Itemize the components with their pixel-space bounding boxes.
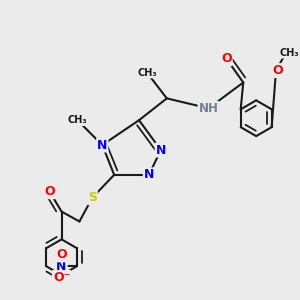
Text: S: S: [88, 191, 97, 204]
Text: N: N: [97, 139, 107, 152]
Text: O⁻: O⁻: [53, 271, 70, 284]
Text: N: N: [56, 260, 67, 273]
Text: CH₃: CH₃: [279, 48, 299, 58]
Text: O: O: [44, 185, 55, 198]
Text: CH₃: CH₃: [68, 115, 87, 125]
Text: N: N: [156, 143, 166, 157]
Text: O: O: [56, 248, 67, 261]
Text: CH₃: CH₃: [137, 68, 157, 78]
Text: O: O: [221, 52, 232, 65]
Text: N: N: [144, 168, 154, 181]
Text: O: O: [272, 64, 283, 77]
Text: NH: NH: [199, 102, 218, 115]
